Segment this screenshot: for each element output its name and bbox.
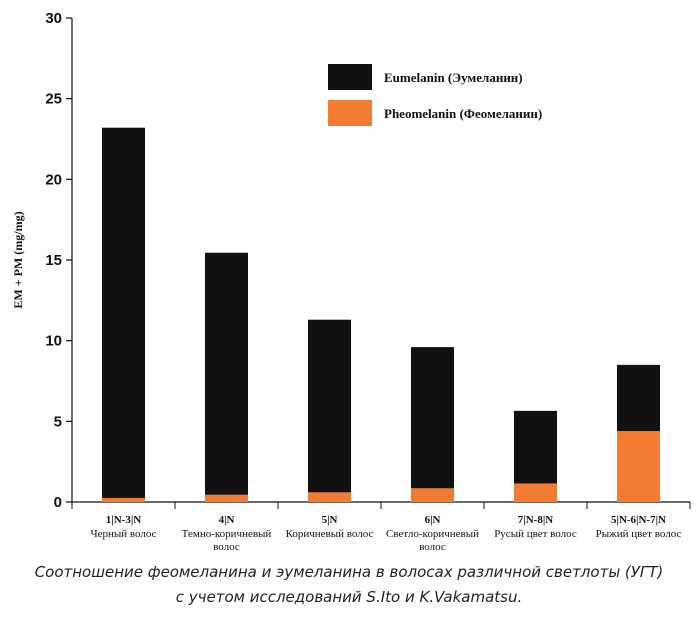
bar-pheomelanin <box>308 492 351 502</box>
x-tick-sublabel: волос <box>419 541 446 553</box>
y-axis-label: EM + PM (mg/mg) <box>11 211 25 308</box>
caption-line-2: с учетом исследований S.Ito и K.Vakamats… <box>175 588 523 606</box>
bar-pheomelanin <box>205 494 248 502</box>
bar-pheomelanin <box>102 497 145 502</box>
y-tick-label: 0 <box>54 494 62 511</box>
bar-eumelanin <box>102 127 145 498</box>
x-tick-sublabel: Русый цвет волос <box>494 528 577 540</box>
x-tick-label: 5|N <box>322 514 338 526</box>
bar-pheomelanin <box>514 483 557 502</box>
x-tick-label: 5|N-6|N-7|N <box>611 514 666 526</box>
bar-eumelanin <box>308 319 351 493</box>
chart: 0 5 10 15 20 25 30 EM + PM (mg/mg) 1|N-3|N Черный… <box>11 10 691 553</box>
x-tick-sublabel: Светло-коричневый <box>386 528 479 540</box>
bar-pheomelanin <box>617 431 660 502</box>
x-tick-label: 1|N-3|N <box>106 514 141 526</box>
y-tick-label: 30 <box>45 10 62 27</box>
y-tick-label: 5 <box>54 413 62 430</box>
bar-eumelanin <box>617 364 660 432</box>
x-tick-sublabel: волос <box>213 541 240 553</box>
x-tick-sublabel: Черный волос <box>90 528 156 540</box>
legend-swatch <box>328 64 372 90</box>
x-tick-label: 6|N <box>425 514 441 526</box>
y-tick-label: 10 <box>45 333 62 350</box>
y-tick-label: 25 <box>45 91 62 108</box>
x-tick-sublabel: Темно-коричневый <box>182 528 272 540</box>
bar-eumelanin <box>514 410 557 484</box>
legend-swatch <box>328 100 372 126</box>
bar-pheomelanin <box>411 488 454 502</box>
legend-label: Eumelanin (Эумеланин) <box>384 70 523 85</box>
x-tick-sublabel: Рыжий цвет волос <box>596 528 682 540</box>
x-tick-label: 4|N <box>219 514 235 526</box>
y-tick-label: 20 <box>45 171 62 188</box>
bar-eumelanin <box>411 347 454 489</box>
x-tick-label: 7|N-8|N <box>518 514 553 526</box>
x-tick-sublabel: Коричневый волос <box>286 528 374 540</box>
caption-line-1: Соотношение феомеланина и эумеланина в в… <box>34 563 664 581</box>
y-tick-label: 15 <box>45 252 62 269</box>
bar-eumelanin <box>205 252 248 495</box>
legend-label: Pheomelanin (Феомеланин) <box>384 106 542 121</box>
